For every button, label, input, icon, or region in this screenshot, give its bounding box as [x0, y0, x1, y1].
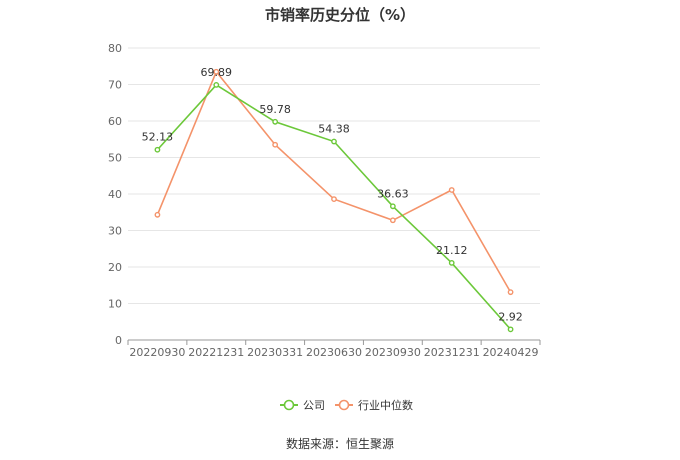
legend-label: 行业中位数 — [358, 398, 413, 412]
data-label: 69.89 — [201, 66, 233, 79]
data-point — [389, 203, 396, 210]
data-label: 59.78 — [259, 103, 291, 116]
y-tick-label: 70 — [108, 79, 122, 92]
data-point — [154, 211, 161, 218]
y-tick-label: 10 — [108, 298, 122, 311]
x-axis: 20220930 20221231 20230331 20230630 20230930… — [127, 339, 541, 359]
y-tick-label: 60 — [108, 115, 122, 128]
y-tick-label: 20 — [108, 261, 122, 274]
legend-item[interactable]: 行业中位数 — [335, 398, 413, 412]
data-label: 21.12 — [436, 244, 468, 257]
data-point — [154, 146, 161, 153]
y-tick-label: 30 — [108, 225, 122, 238]
x-tick-label: 20230630 — [306, 346, 362, 359]
legend-marker — [338, 399, 350, 411]
data-point — [507, 289, 514, 296]
data-label: 36.63 — [377, 187, 409, 200]
x-tick-label: 20230930 — [365, 346, 421, 359]
y-tick-label: 40 — [108, 188, 122, 201]
data-point — [331, 138, 337, 145]
legend: 公司 行业中位数 — [280, 398, 413, 412]
data-point — [213, 82, 220, 88]
series-layer: 52.13 69.89 59.78 54.38 36.63 21.12 2.92 — [142, 66, 523, 333]
y-tick-label: 0 — [115, 334, 122, 347]
x-tick-label: 20220930 — [129, 346, 185, 359]
legend-label: 公司 — [303, 399, 325, 412]
data-point — [213, 68, 220, 75]
data-point — [272, 118, 279, 125]
data-point — [331, 196, 337, 203]
data-point — [389, 217, 396, 224]
y-axis: 0 10 20 30 40 50 60 70 80 — [108, 42, 122, 347]
data-label: 2.92 — [498, 310, 523, 323]
y-tick-label: 80 — [108, 42, 122, 55]
x-tick-label: 20240429 — [483, 346, 539, 359]
data-source: 数据来源：恒生聚源 — [285, 437, 394, 451]
data-label: 54.38 — [318, 123, 350, 136]
x-tick-label: 20231231 — [424, 346, 480, 359]
data-point — [507, 326, 514, 333]
y-tick-label: 50 — [108, 152, 122, 165]
data-point — [448, 187, 455, 193]
data-label: 52.13 — [142, 131, 174, 144]
legend-item[interactable]: 公司 — [280, 399, 325, 412]
x-tick-label: 20221231 — [188, 346, 244, 359]
legend-marker — [283, 399, 295, 411]
x-tick-label: 20230331 — [247, 346, 303, 359]
chart-title: 市销率历史分位（%） — [264, 6, 416, 24]
data-point — [272, 141, 279, 148]
series-line — [156, 70, 512, 293]
data-point — [448, 260, 455, 266]
grid-lines — [128, 47, 540, 304]
